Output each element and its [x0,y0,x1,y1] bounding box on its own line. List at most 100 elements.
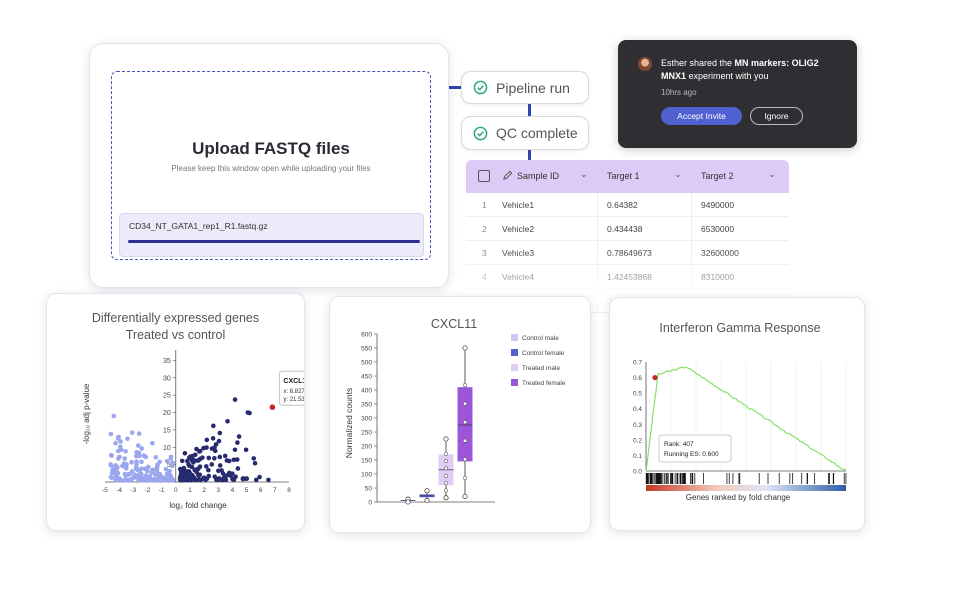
y-tick-label: 0 [368,500,372,507]
box-point [405,499,411,505]
x-tick-label: 7 [273,487,277,494]
column-divider [597,217,598,240]
box-point [443,436,449,442]
up-regulated-point [195,458,200,463]
down-regulated-point [154,467,160,473]
down-regulated-point [127,471,133,477]
up-regulated-point [234,457,240,462]
down-regulated-point [152,476,157,482]
down-regulated-point [118,447,124,453]
column-header-sample-id[interactable]: Sample ID [517,171,560,181]
down-regulated-point [129,430,135,435]
up-regulated-point [206,455,212,461]
up-regulated-point [231,457,237,463]
x-tick-label: 0 [174,487,178,494]
up-regulated-point [217,454,223,460]
up-regulated-point [187,454,193,459]
up-regulated-point [222,453,228,459]
column-divider [597,193,598,216]
ignore-button[interactable]: Ignore [750,107,803,125]
down-regulated-point [153,455,159,460]
down-regulated-point [136,431,142,436]
up-regulated-point [204,437,210,443]
legend-swatch [511,364,518,371]
up-regulated-point [240,476,246,481]
y-tick-label: 0.2 [633,437,642,444]
data-points [108,397,271,483]
up-regulated-point [219,468,224,473]
down-regulated-point [170,477,176,483]
box-point [443,473,449,478]
box-point [462,345,468,351]
up-regulated-point [236,434,242,439]
column-divider [691,193,692,216]
up-regulated-point [235,440,240,445]
legend-swatch [511,334,518,341]
up-regulated-point [198,477,204,483]
up-regulated-point [201,445,206,451]
check-circle-icon [473,126,488,140]
down-regulated-point [108,431,114,437]
up-regulated-point [225,418,230,424]
box-point [424,488,430,494]
down-regulated-point [114,467,119,472]
down-regulated-point [115,470,121,476]
step-pipeline-run: Pipeline run [461,71,589,104]
upload-dropzone[interactable]: Upload FASTQ files Please keep this wind… [111,71,431,260]
cell-sample-id: Vehicle1 [502,200,535,210]
enrichment-line [645,366,847,472]
table-row[interactable]: 1 Vehicle1 0.64382 9490000 [466,193,789,217]
down-regulated-point [122,471,128,477]
down-regulated-point [156,474,162,479]
x-tick-label: 6 [259,487,263,494]
column-header-target-1[interactable]: Target 1 [607,171,640,181]
upload-progress-bar [128,240,420,243]
x-tick-label: 3 [216,487,220,494]
up-regulated-point [245,410,251,415]
step-qc-complete: QC complete [461,116,589,150]
chevron-down-icon[interactable]: ⌄ [674,169,682,179]
legend-label: Treated female [522,380,566,387]
column-header-target-2[interactable]: Target 2 [701,171,734,181]
select-all-checkbox[interactable] [478,170,490,182]
highlight-point [652,374,658,381]
up-regulated-point [216,438,222,444]
step-label: QC complete [496,125,578,141]
legend-swatch [511,379,518,386]
chevron-down-icon[interactable]: ⌄ [768,169,776,179]
x-tick-label: 2 [202,487,206,494]
chevron-down-icon[interactable]: ⌄ [580,169,588,179]
cell-target-2: 9490000 [701,200,735,210]
y-tick-label: 15 [163,427,171,434]
point-tooltip [658,434,732,463]
up-regulated-point [252,460,258,466]
x-axis-label: log₂ fold change [169,501,227,510]
boxplot-card: CXCL11 0 50 100 150 200 250 300 350 400 450 500 550 6… [329,296,591,533]
column-divider [691,217,692,240]
up-regulated-point [203,464,209,469]
box-point [443,481,449,486]
accept-invite-button[interactable]: Accept Invite [661,107,742,125]
notification-time: 10hrs ago [661,88,697,97]
hit-markers [645,473,847,484]
y-tick-label: 5 [167,462,171,469]
up-regulated-point [214,476,220,482]
table-row[interactable]: 2 Vehicle2 0.434438 6530000 [466,217,789,241]
up-regulated-point [223,477,229,483]
x-tick-label: -1 [159,487,165,494]
up-regulated-point [235,466,241,471]
y-axis-label: -log₁₀ adj p-value [82,383,91,444]
check-circle-icon [473,80,488,95]
up-regulated-point [266,477,271,483]
box-point [462,438,468,443]
down-regulated-point [122,456,128,461]
up-regulated-point [197,464,203,469]
y-tick-label: 0.1 [633,453,642,460]
down-regulated-point [145,468,150,474]
tooltip-x: x: 6.8273 [283,389,304,395]
y-tick-label: 0.3 [633,422,642,429]
y-tick-label: 0.4 [633,406,642,413]
down-regulated-point [123,464,129,470]
up-regulated-point [182,450,188,456]
up-regulated-point [232,447,238,453]
